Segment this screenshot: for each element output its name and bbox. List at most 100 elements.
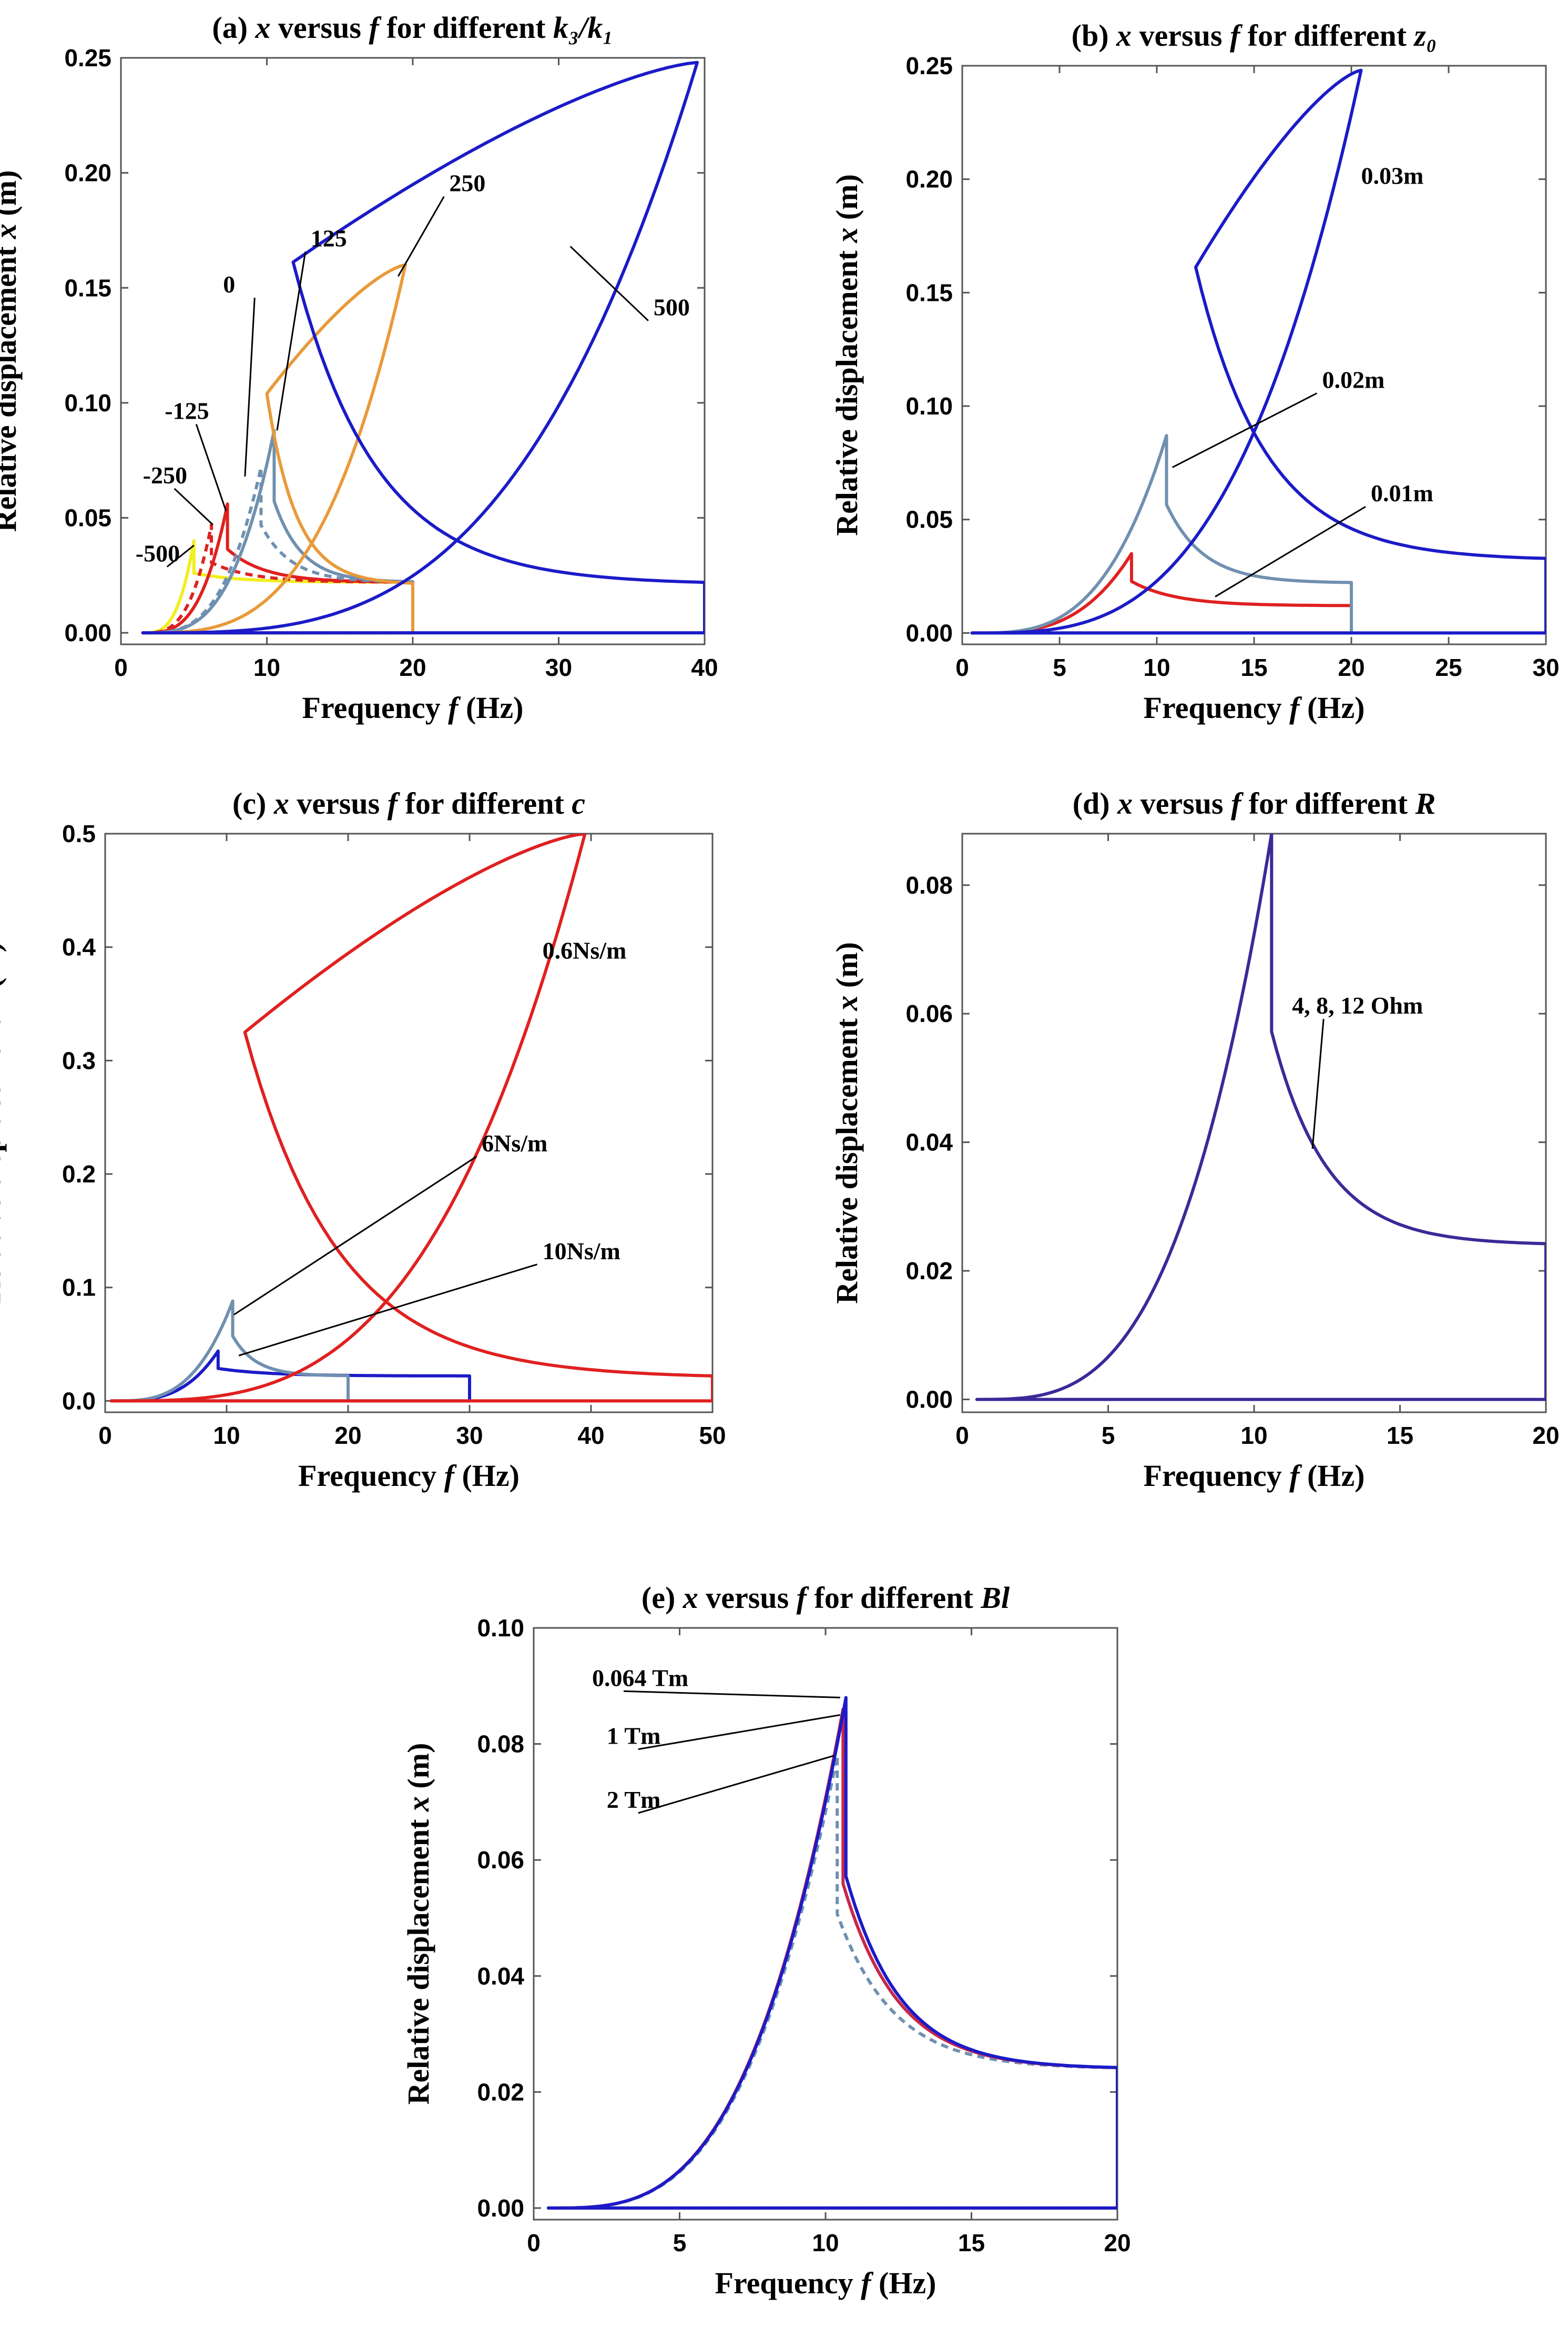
annotation-label: 0.03m <box>1361 162 1424 189</box>
annotation-label: 2 Tm <box>607 1786 661 1813</box>
title-part: x <box>255 11 271 45</box>
y-tick-label: 0.04 <box>477 1962 524 1990</box>
x-tick-label: 30 <box>1532 654 1559 681</box>
plot-frame <box>961 65 1547 645</box>
y-tick-label: 0.5 <box>62 820 96 847</box>
x-tick-label: 5 <box>1102 1422 1115 1449</box>
y-tick-label: 0.00 <box>905 1386 953 1413</box>
series-line-6Ns-m <box>109 1299 350 1403</box>
plot-frame <box>120 57 706 645</box>
panel-d: (d) x versus f for different R 0 5 10 15 20 0.… <box>830 786 1560 1493</box>
title-part: for different <box>1240 18 1414 53</box>
y-label-part: (m) <box>830 942 864 995</box>
x-label-part: (Hz) <box>458 691 523 725</box>
annotation-label: -125 <box>165 397 209 424</box>
series-line-0 <box>141 465 414 635</box>
y-tick-label: 0.05 <box>64 504 111 532</box>
y-tick-label: 0.05 <box>905 506 953 533</box>
x-tick-label: 10 <box>253 654 280 681</box>
x-label-part: Frequency <box>715 2266 861 2300</box>
title-part: Bl <box>980 1581 1010 1615</box>
plot-frame <box>961 833 1547 1413</box>
y-axis-label: Relative displacement x (m) <box>0 942 7 1304</box>
series-line-0-01m <box>970 552 1353 635</box>
x-tick-label: 30 <box>545 654 572 681</box>
x-tick-label: 20 <box>1532 1422 1559 1449</box>
series-line-125 <box>141 429 414 635</box>
y-tick-label: 0.1 <box>62 1274 96 1301</box>
y-tick-label: 0.10 <box>477 1614 524 1642</box>
annotation-leader <box>276 251 307 431</box>
series-line--125 <box>141 502 414 635</box>
annotation-label: 10Ns/m <box>543 1238 620 1264</box>
annotation-leader <box>638 1755 835 1814</box>
series-group <box>970 68 1546 635</box>
x-axis-label: Frequency f (Hz) <box>715 2266 936 2300</box>
annotation-label: 6Ns/m <box>482 1130 547 1157</box>
x-label-part: (Hz) <box>1299 1459 1365 1493</box>
title-part: x <box>1117 786 1133 821</box>
y-tick-label: 0.02 <box>477 2078 524 2106</box>
y-tick-label: 0.00 <box>477 2194 524 2222</box>
x-tick-label: 40 <box>691 654 718 681</box>
title-part: (c) <box>232 786 274 821</box>
y-label-part: x <box>0 996 7 1011</box>
x-tick-label: 20 <box>1338 654 1365 681</box>
annotation-label: -500 <box>136 540 180 567</box>
y-label-part: Relative displacement <box>0 239 23 532</box>
x-tick-label: 0 <box>955 1422 969 1449</box>
y-tick-label: 0.3 <box>62 1047 96 1074</box>
x-tick-label: 0 <box>98 1422 112 1449</box>
x-label-part: Frequency <box>1144 1459 1290 1493</box>
x-tick-label: 20 <box>1104 2229 1131 2256</box>
x-tick-label: 15 <box>1387 1422 1413 1449</box>
annotation-leader <box>1311 1019 1325 1149</box>
annotation-leader <box>1172 392 1318 468</box>
x-tick-label: 10 <box>812 2229 839 2256</box>
y-tick-label: 0.02 <box>905 1257 953 1284</box>
y-tick-label: 0.08 <box>905 872 953 899</box>
series-line-0-6Ns-m <box>109 834 712 1403</box>
title-part: for different <box>1241 786 1415 821</box>
y-axis-label: Relative displacement x (m) <box>0 170 23 532</box>
title-part: x <box>1116 18 1132 53</box>
x-tick-label: 50 <box>699 1422 726 1449</box>
annotation-leader <box>1215 505 1366 598</box>
chart-title-b: (b) x versus f for different z₀ <box>1072 18 1437 53</box>
x-axis-label: Frequency f (Hz) <box>1144 691 1365 725</box>
title-part: R <box>1415 786 1436 821</box>
y-label-part: Relative displacement <box>830 1011 864 1304</box>
y-tick-label: 0.2 <box>62 1160 96 1188</box>
x-tick-label: 10 <box>1143 654 1170 681</box>
annotation-label: 0.064 Tm <box>592 1664 688 1691</box>
y-axis-label: Relative displacement x (m) <box>401 1743 435 2105</box>
y-tick-label: 0.10 <box>905 392 953 420</box>
x-tick-label: 10 <box>213 1422 240 1449</box>
y-label-part: x <box>830 228 864 244</box>
y-label-part: (m) <box>0 170 23 224</box>
annotation-leader <box>569 246 649 321</box>
y-tick-label: 0.04 <box>905 1129 953 1156</box>
annotation-label: 1 Tm <box>607 1723 661 1749</box>
series-line-250 <box>141 263 414 635</box>
title-part: versus <box>698 1581 797 1615</box>
title-part: versus <box>1132 18 1230 53</box>
title-part: z₀ <box>1413 18 1437 53</box>
series-group <box>975 834 1546 1401</box>
annotation-leader <box>244 297 256 477</box>
x-tick-label: 20 <box>399 654 426 681</box>
y-tick-label: 0.00 <box>905 619 953 646</box>
series-line-4-8-12-Ohm <box>975 834 1546 1401</box>
y-label-part: x <box>401 1796 435 1812</box>
y-label-part: (m) <box>401 1743 435 1796</box>
y-label-part: Relative displacement <box>401 1811 435 2104</box>
annotation-label: 0.02m <box>1322 367 1385 393</box>
panel-e: (e) x versus f for different Bl 0 5 10 15 20 0… <box>401 1581 1131 2300</box>
series-line-0-064-Tm <box>546 1696 1117 2210</box>
x-tick-label: 15 <box>1240 654 1267 681</box>
x-tick-label: 0 <box>527 2229 541 2256</box>
annotation-label: 0.01m <box>1371 480 1433 507</box>
title-part: versus <box>1133 786 1231 821</box>
annotation-label: 0 <box>223 271 235 298</box>
